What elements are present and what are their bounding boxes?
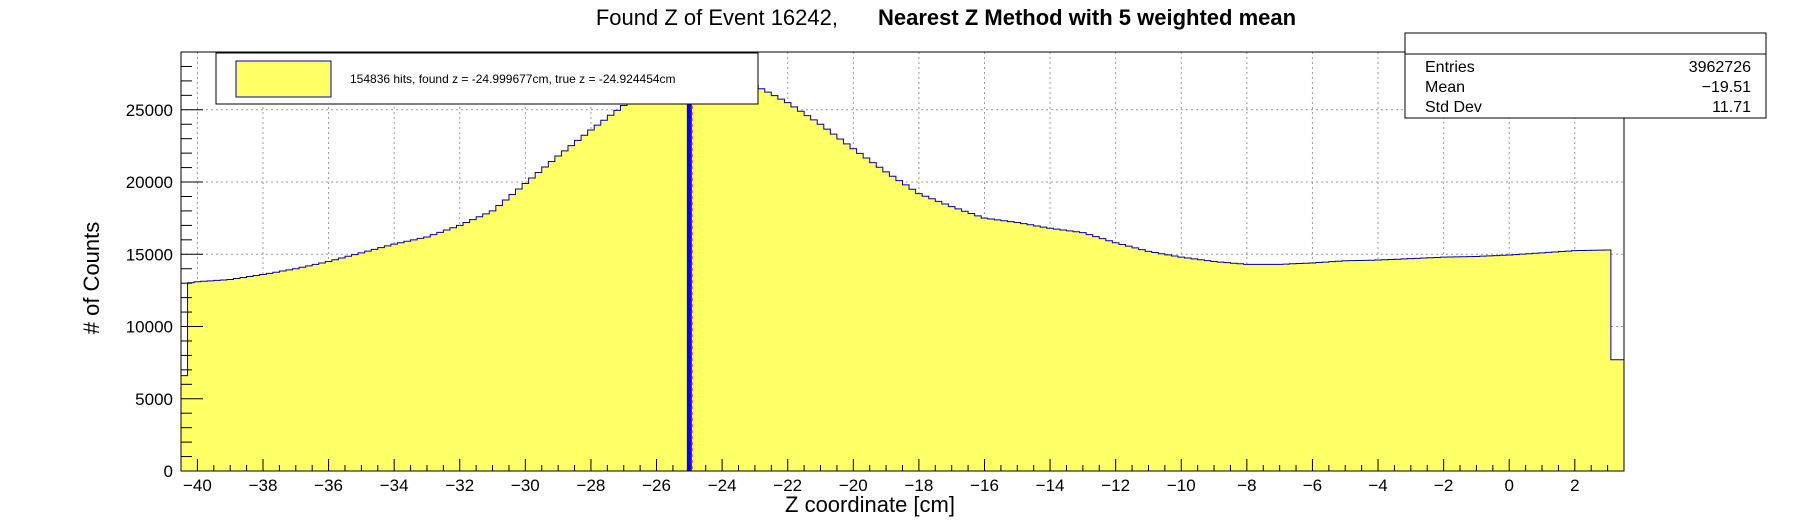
y-axis-title: # of Counts: [79, 222, 104, 335]
x-tick-label: −6: [1303, 476, 1322, 495]
legend-box: 154836 hits, found z = -24.999677cm, tru…: [215, 52, 759, 105]
x-axis-title: Z coordinate [cm]: [785, 492, 955, 517]
x-tick-label: −34: [380, 476, 409, 495]
y-tick-label: 0: [164, 462, 173, 481]
x-tick-label: −28: [577, 476, 606, 495]
x-tick-label: −32: [445, 476, 474, 495]
stats-stddev-label: Std Dev: [1425, 99, 1482, 116]
x-tick-label: −26: [642, 476, 671, 495]
x-tick-label: −30: [511, 476, 540, 495]
y-tick-label: 15000: [126, 245, 173, 264]
histogram-fill: [181, 63, 1624, 471]
x-tick-label: −16: [970, 476, 999, 495]
histogram-outline: [181, 63, 1624, 377]
y-axis-ticks: 0 5000 10000 15000 20000 25000: [126, 51, 203, 481]
chart-title: Found Z of Event 16242,: [596, 5, 838, 30]
x-tick-label: −20: [839, 476, 868, 495]
x-tick-label: −10: [1167, 476, 1196, 495]
x-tick-label: −4: [1368, 476, 1387, 495]
y-tick-label: 25000: [126, 101, 173, 120]
stats-box: Entries 3962726 Mean −19.51 Std Dev 11.7…: [1404, 32, 1767, 119]
legend-swatch: [235, 60, 332, 98]
x-tick-label: −24: [708, 476, 737, 495]
y-tick-label: 5000: [135, 390, 173, 409]
stats-entries-label: Entries: [1425, 59, 1475, 76]
x-tick-label: −8: [1237, 476, 1256, 495]
histogram-area: [181, 63, 1624, 471]
stats-entries-value: 3962726: [1689, 59, 1751, 76]
x-tick-label: −38: [249, 476, 278, 495]
x-tick-label: −14: [1036, 476, 1065, 495]
x-tick-label: 0: [1504, 476, 1513, 495]
chart-title-main: Found Z of Event 16242,: [596, 5, 838, 30]
y-tick-label: 10000: [126, 318, 173, 337]
stats-mean-label: Mean: [1425, 79, 1465, 96]
chart-title-bold: Nearest Z Method with 5 weighted mean: [878, 5, 1296, 30]
chart-subtitle: Nearest Z Method with 5 weighted mean: [878, 5, 1296, 30]
stats-stddev-value: 11.71: [1712, 99, 1751, 116]
legend-entry: 154836 hits, found z = -24.999677cm, tru…: [350, 72, 676, 86]
x-tick-label: −36: [314, 476, 343, 495]
x-tick-label: −12: [1101, 476, 1130, 495]
y-tick-label: 20000: [126, 173, 173, 192]
x-tick-label: −22: [773, 476, 802, 495]
x-tick-label: −40: [183, 476, 212, 495]
stats-mean-value: −19.51: [1702, 79, 1751, 96]
x-tick-label: −18: [904, 476, 933, 495]
z-marker-lines: [686, 52, 693, 471]
x-tick-label: 2: [1570, 476, 1579, 495]
x-axis-ticks: −40 −38 −36 −34 −32 −30 −28 −26 −24 −22 −20 −18 −16−…: [180, 459, 1625, 495]
x-tick-label: −2: [1434, 476, 1453, 495]
